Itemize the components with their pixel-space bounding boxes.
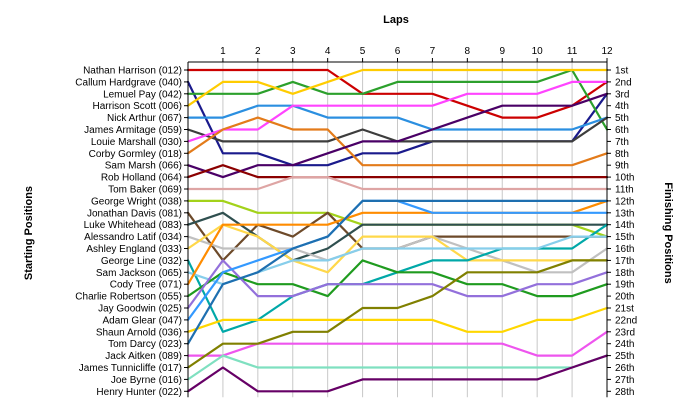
- lap-tick-label-2: 2: [255, 46, 261, 57]
- driver-line-5: [186, 104, 609, 131]
- finishing-position-label-20: 20th: [615, 292, 634, 303]
- driver-line-8: [186, 116, 609, 167]
- driver-line-26: [186, 259, 609, 369]
- finishing-position-label-7: 7th: [615, 137, 629, 148]
- driver-line-7: [186, 80, 609, 143]
- starting-position-label-22: Adam Glear (047): [103, 315, 182, 326]
- starting-position-label-28: Henry Hunter (022): [96, 387, 182, 398]
- finishing-position-label-19: 19th: [615, 280, 634, 291]
- starting-position-label-18: Sam Jackson (065): [96, 268, 182, 279]
- starting-position-label-26: James Tunnicliffe (017): [79, 363, 182, 374]
- finishing-position-label-8: 8th: [615, 149, 629, 160]
- y-axis-title-left: Starting Positions: [23, 186, 35, 280]
- lap-tick-label-10: 10: [532, 46, 544, 57]
- finishing-position-label-4: 4th: [615, 101, 629, 112]
- starting-position-label-27: Joe Byrne (016): [111, 375, 182, 386]
- finishing-position-label-24: 24th: [615, 339, 634, 350]
- starting-position-label-21: Jay Goodwin (025): [98, 304, 182, 315]
- finishing-position-label-12: 12th: [615, 196, 634, 207]
- driver-line-24: [186, 199, 609, 345]
- finishing-position-label-21: 21st: [615, 304, 634, 315]
- starting-position-label-6: James Armitage (059): [84, 125, 182, 136]
- finishing-position-label-25: 25th: [615, 351, 634, 362]
- finishing-position-label-13: 13th: [615, 208, 634, 219]
- finishing-position-label-3: 3rd: [615, 89, 629, 100]
- lap-tick-label-12: 12: [601, 46, 613, 57]
- driver-line-20: [186, 259, 609, 298]
- driver-line-4: [186, 68, 609, 107]
- lap-tick-label-6: 6: [395, 46, 401, 57]
- driver-line-28: [186, 354, 609, 393]
- starting-position-label-2: Callum Hardgrave (040): [75, 77, 182, 88]
- driver-line-1: [186, 68, 609, 119]
- finishing-position-label-14: 14th: [615, 220, 634, 231]
- finishing-position-label-17: 17th: [615, 256, 634, 267]
- finishing-position-label-23: 23rd: [615, 327, 635, 338]
- starting-position-label-10: Rob Holland (064): [101, 173, 182, 184]
- y-axis-title-right: Finishing Positions: [662, 182, 674, 283]
- driver-line-3: [186, 68, 609, 131]
- driver-line-9: [186, 92, 609, 179]
- finishing-position-label-1: 1st: [615, 66, 629, 77]
- finishing-position-label-28: 28th: [615, 387, 634, 398]
- driver-line-23: [186, 306, 609, 333]
- lap-tick-label-8: 8: [465, 46, 471, 57]
- finishing-position-label-6: 6th: [615, 125, 629, 136]
- lap-tick-label-9: 9: [499, 46, 505, 57]
- finishing-position-label-15: 15th: [615, 232, 634, 243]
- finishing-position-label-2: 2nd: [615, 77, 632, 88]
- starting-position-label-11: Tom Baker (069): [108, 185, 182, 196]
- driver-line-27: [186, 354, 609, 381]
- lap-tick-label-4: 4: [325, 46, 331, 57]
- starting-position-label-25: Jack Aitken (089): [105, 351, 182, 362]
- starting-position-label-19: Cody Tree (071): [110, 280, 182, 291]
- finishing-position-label-27: 27th: [615, 375, 634, 386]
- starting-position-label-3: Lemuel Pay (042): [103, 89, 182, 100]
- lap-tick-label-1: 1: [220, 46, 226, 57]
- finishing-position-label-18: 18th: [615, 268, 634, 279]
- starting-position-label-23: Shaun Arnold (036): [96, 327, 182, 338]
- starting-position-label-1: Nathan Harrison (012): [83, 66, 182, 77]
- starting-position-label-15: Alessandro Latif (034): [84, 232, 182, 243]
- x-axis-title: Laps: [383, 14, 409, 26]
- starting-position-label-7: Louie Marshall (030): [91, 137, 182, 148]
- finishing-position-label-5: 5th: [615, 113, 629, 124]
- lap-tick-label-11: 11: [567, 46, 578, 57]
- starting-position-label-14: Luke Whitehead (083): [84, 220, 182, 231]
- lap-tick-label-3: 3: [290, 46, 296, 57]
- starting-position-label-12: George Wright (038): [91, 196, 182, 207]
- starting-position-label-13: Jonathan Davis (081): [87, 208, 182, 219]
- starting-position-label-24: Tom Darcy (023): [108, 339, 182, 350]
- lap-tick-label-7: 7: [430, 46, 436, 57]
- driver-line-11: [186, 176, 609, 191]
- starting-position-label-4: Harrison Scott (006): [93, 101, 182, 112]
- driver-line-10: [186, 164, 609, 179]
- driver-line-21: [186, 259, 609, 310]
- starting-position-label-5: Nick Arthur (067): [107, 113, 182, 124]
- starting-position-label-9: Sam Marsh (066): [105, 161, 182, 172]
- finishing-position-label-16: 16th: [615, 244, 634, 255]
- finishing-position-label-10: 10th: [615, 173, 634, 184]
- starting-position-label-8: Corby Gormley (018): [89, 149, 182, 160]
- driver-line-16: [186, 223, 609, 274]
- finishing-position-label-9: 9th: [615, 161, 629, 172]
- finishing-position-label-22: 22nd: [615, 315, 637, 326]
- lap-tick-label-5: 5: [360, 46, 366, 57]
- starting-position-label-20: Charlie Robertson (055): [75, 292, 182, 303]
- finishing-position-label-11: 11th: [615, 185, 634, 196]
- starting-position-label-16: Ashley England (033): [86, 244, 182, 255]
- starting-position-label-17: George Line (032): [101, 256, 182, 267]
- finishing-position-label-26: 26th: [615, 363, 634, 374]
